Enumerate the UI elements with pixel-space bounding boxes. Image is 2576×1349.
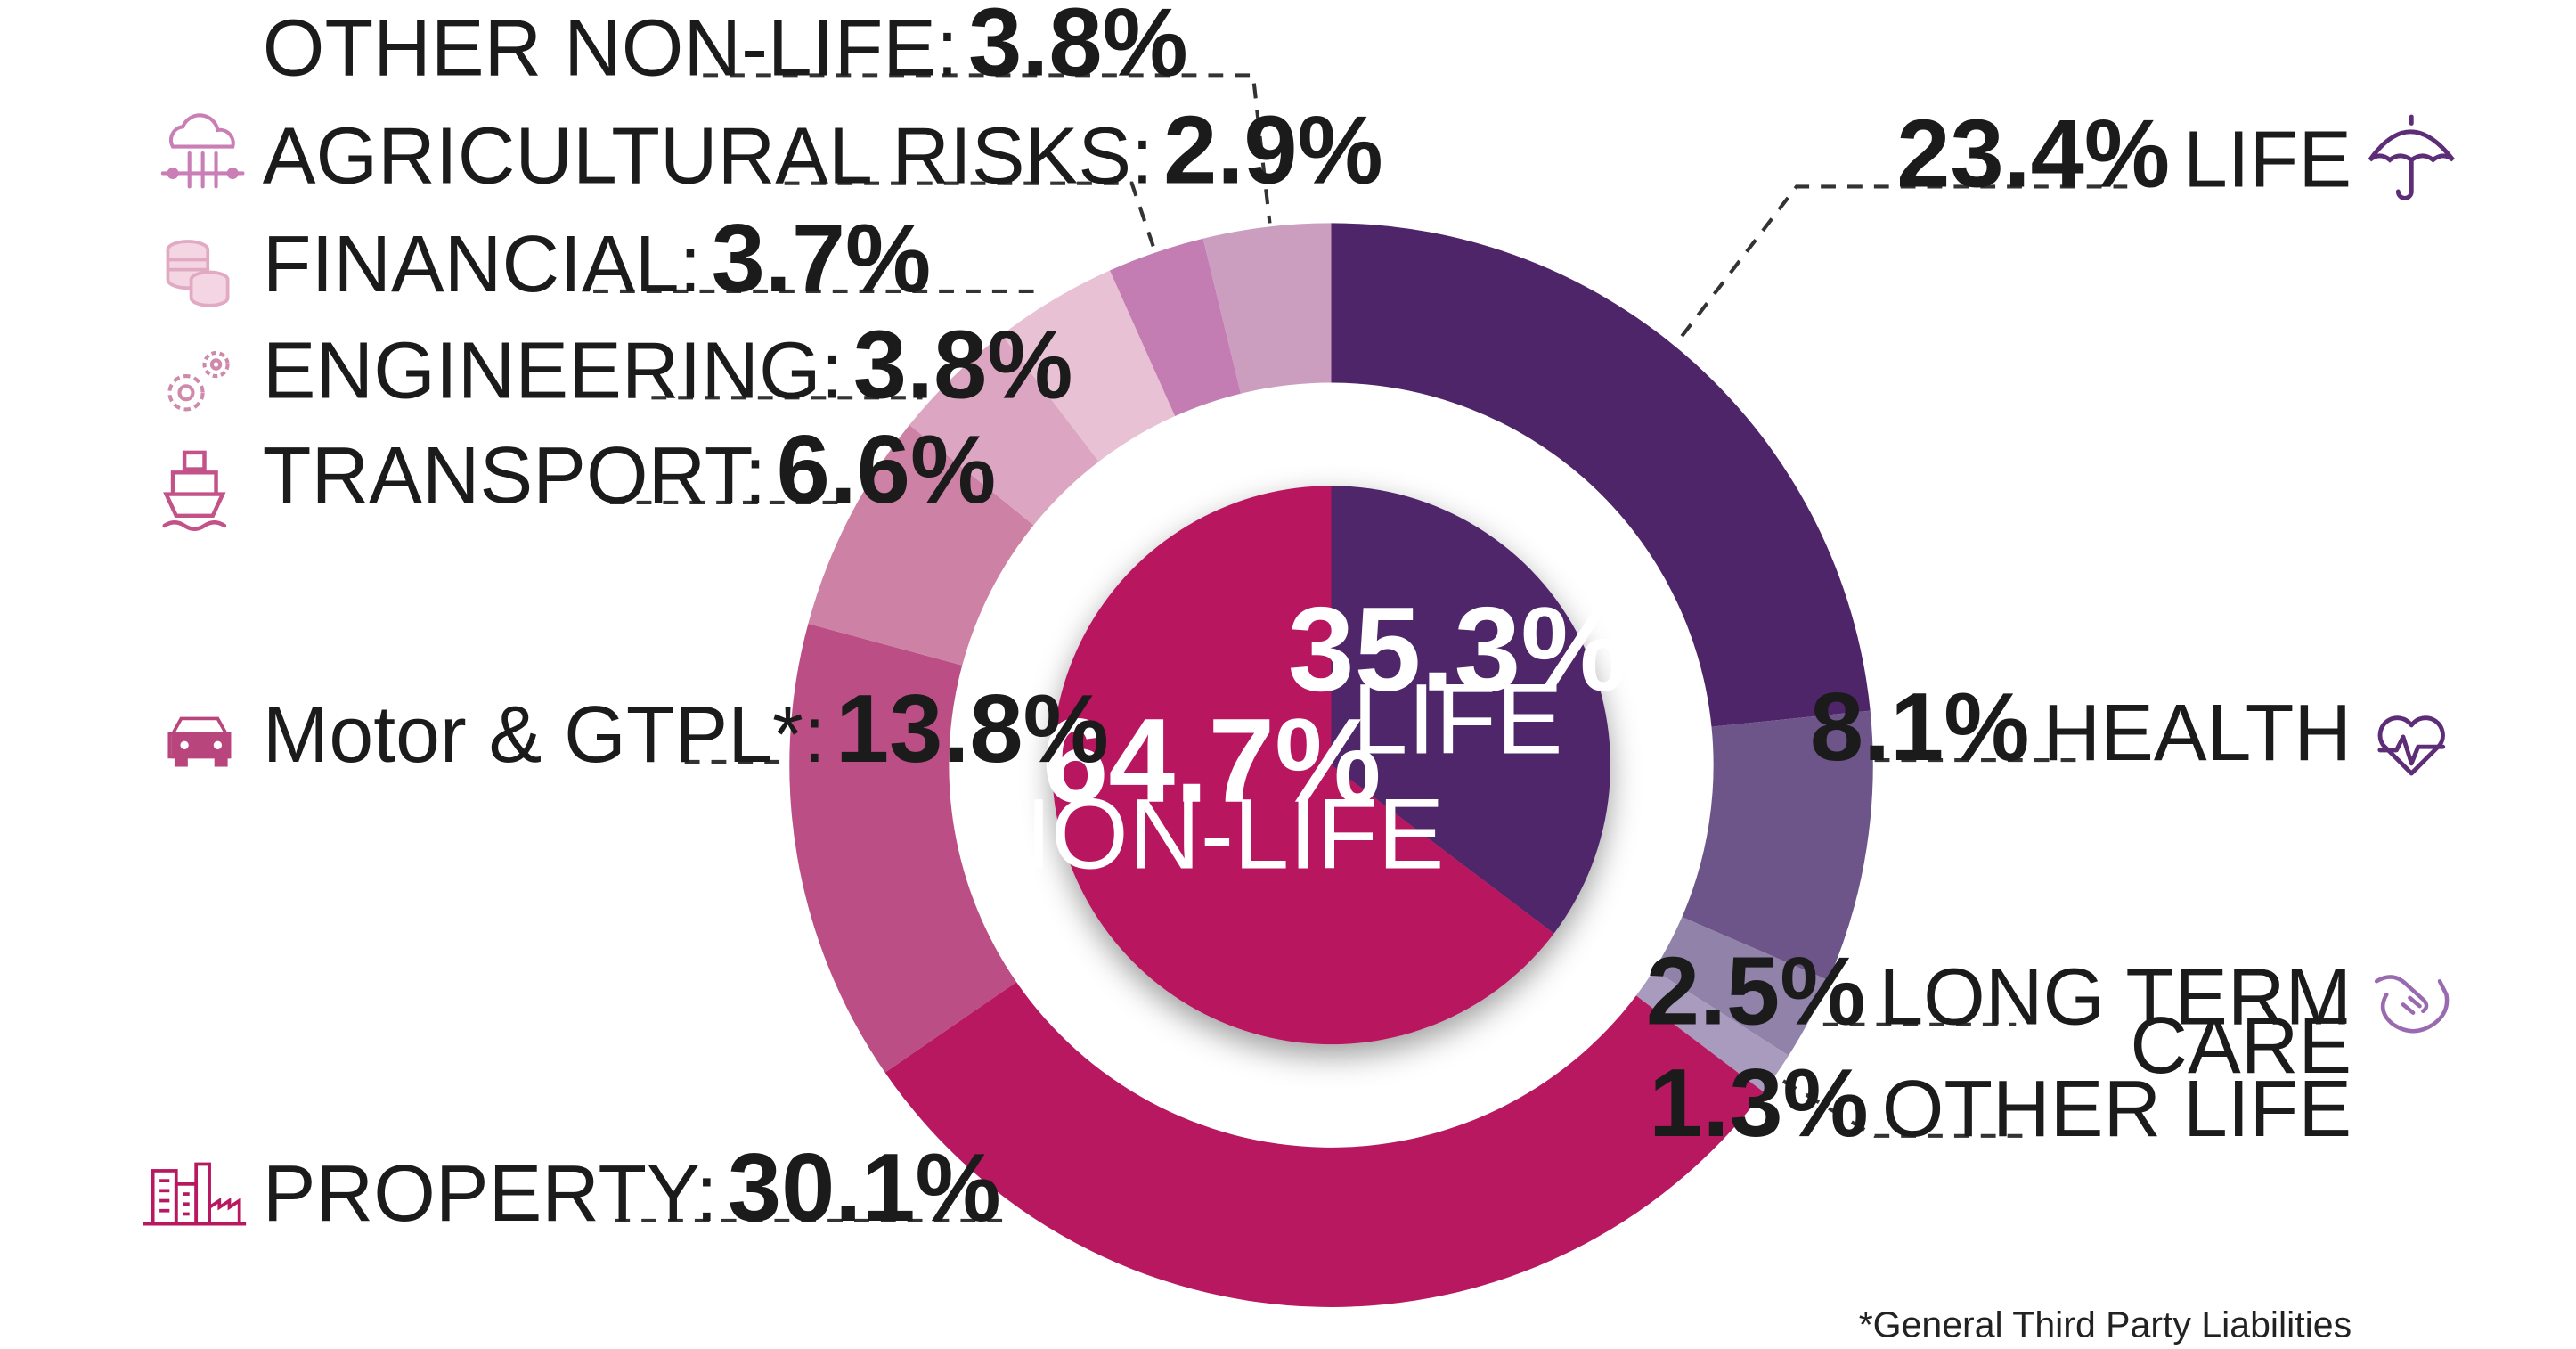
label-transport: TRANSPORT: 6.6% — [263, 415, 996, 523]
pie-slice-life — [1331, 486, 1610, 934]
name-agri: AGRICULTURAL RISKS: — [263, 111, 1153, 200]
value-engineering: 3.8% — [853, 310, 1073, 418]
life-center-value: 35.3% — [1288, 583, 1627, 716]
value-motor: 13.8% — [836, 674, 1109, 782]
gears-icon — [167, 350, 230, 412]
name-ltc-line1: LONG TERM — [1879, 952, 2352, 1042]
ring-segment-ltc — [1653, 917, 1829, 1056]
name-financial: FINANCIAL: — [263, 219, 702, 308]
nonlife-center-value: 64.7% — [1042, 694, 1382, 828]
ship-icon — [162, 450, 227, 531]
value-agri: 2.9% — [1163, 96, 1383, 204]
footnote: *General Third Party Liabilities — [1859, 1304, 2352, 1345]
nonlife-center-label: NON-LIFE — [979, 778, 1444, 889]
ring-segment-transport — [808, 424, 1034, 666]
label-health: 8.1% HEALTH — [1810, 673, 2352, 781]
name-engineering: ENGINEERING: — [263, 325, 844, 414]
leader-line-othernonlife — [703, 73, 1272, 224]
name-otherlife: OTHER LIFE — [1882, 1064, 2352, 1153]
ring-segment-motor — [789, 624, 1017, 1073]
label-agri: AGRICULTURAL RISKS: 2.9% — [263, 96, 1383, 204]
value-life: 23.4% — [1896, 99, 2170, 207]
ring-segment-othernonlife — [1202, 223, 1332, 394]
inner-pie — [1052, 486, 1610, 1045]
ring-segment-financial — [1001, 270, 1176, 462]
cloud-rain-icon — [160, 113, 245, 189]
label-othernonlife: OTHER NON-LIFE: 3.8% — [263, 0, 1188, 95]
label-property: PROPERTY: 30.1% — [263, 1133, 1001, 1241]
heart-pulse-icon — [2377, 715, 2446, 776]
label-engineering: ENGINEERING: 3.8% — [263, 310, 1073, 418]
name-transport: TRANSPORT: — [263, 430, 767, 519]
value-ltc: 2.5% — [1646, 937, 1866, 1045]
name-property: PROPERTY: — [263, 1149, 718, 1238]
ring-segment-otherlife — [1635, 969, 1789, 1092]
ring-segment-health — [1682, 710, 1873, 981]
label-ltc: 2.5% LONG TERM — [1646, 937, 2352, 1045]
life-center-label: LIFE — [1352, 664, 1562, 775]
car-icon — [167, 716, 232, 767]
value-financial: 3.7% — [712, 204, 932, 312]
outer-ring — [789, 223, 1873, 1307]
coins-icon — [166, 240, 230, 307]
ring-segment-life — [1331, 223, 1871, 727]
name-life: LIFE — [2183, 114, 2352, 203]
value-health: 8.1% — [1810, 673, 2030, 781]
value-otherlife: 1.3% — [1649, 1049, 1869, 1157]
label-otherlife: 1.3% OTHER LIFE — [1649, 1049, 2352, 1157]
value-othernonlife: 3.8% — [968, 0, 1188, 95]
name-motor: Motor & GTPL*: — [263, 690, 826, 779]
leader-line-otherlife — [1781, 1079, 2028, 1138]
name-health: HEALTH — [2042, 688, 2352, 777]
name-othernonlife: OTHER NON-LIFE: — [263, 3, 958, 92]
value-property: 30.1% — [728, 1133, 1001, 1241]
label-motor: Motor & GTPL*: 13.8% — [263, 674, 1109, 782]
label-financial: FINANCIAL: 3.7% — [263, 204, 931, 312]
pie-slice-non-life — [1052, 486, 1554, 1045]
buildings-icon — [143, 1162, 247, 1226]
label-life: 23.4% LIFE — [1896, 99, 2352, 207]
leader-lines — [593, 73, 2128, 1222]
ring-segment-agri — [1109, 238, 1242, 417]
ring-segment-engineering — [909, 334, 1099, 526]
leader-line-life — [1680, 184, 2128, 338]
caring-hands-icon — [2374, 975, 2450, 1034]
leader-line-agri — [784, 181, 1159, 258]
ring-segment-property — [884, 982, 1764, 1307]
value-transport: 6.6% — [777, 415, 997, 523]
name-ltc-line2: CARE — [2130, 1001, 2352, 1090]
umbrella-icon — [2368, 114, 2455, 200]
